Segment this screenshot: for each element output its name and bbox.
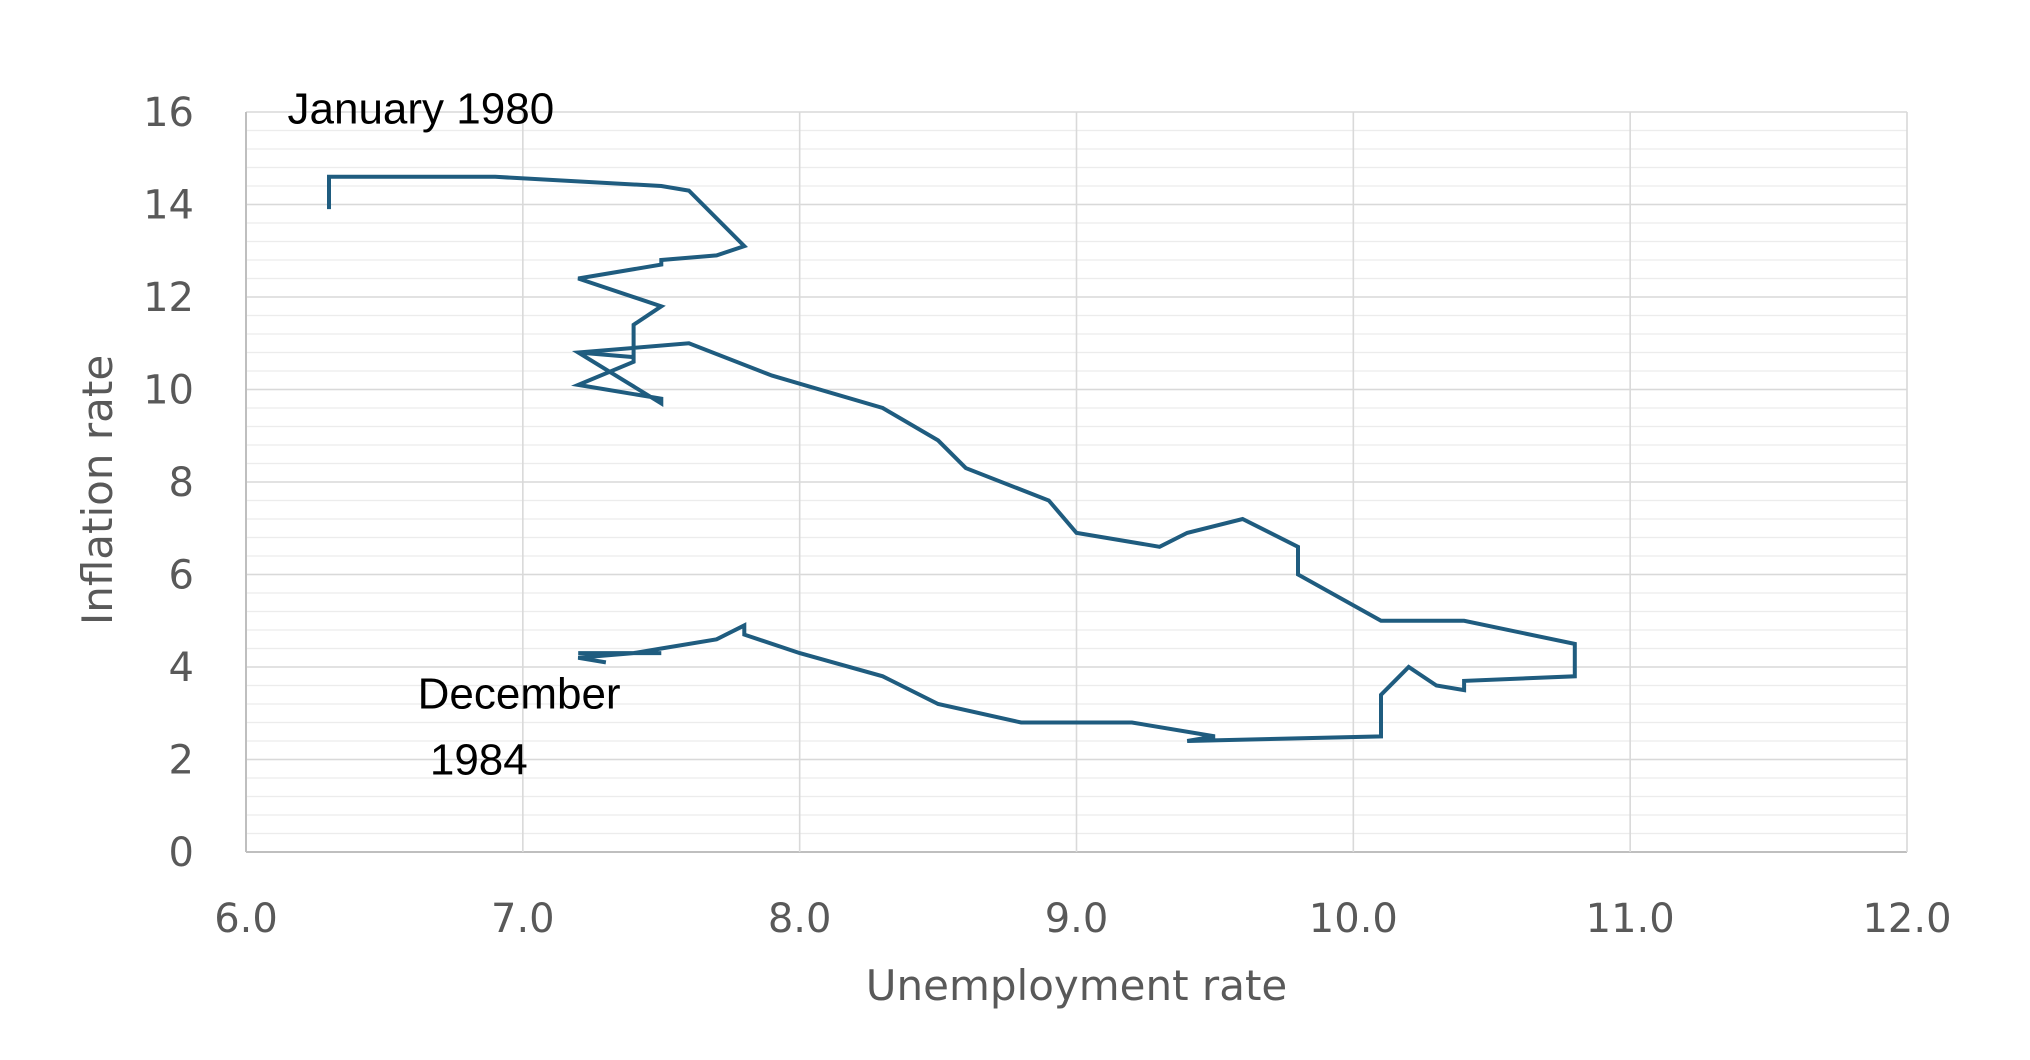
series-layer [327,174,1577,743]
annotation-line: December [418,670,621,719]
x-tick-label: 8.0 [768,896,832,942]
y-tick-label: 10 [143,368,194,414]
y-tick-label: 6 [169,553,194,599]
x-tick-label: 9.0 [1045,896,1109,942]
x-tick-label: 6.0 [214,896,278,942]
x-tick-label: 11.0 [1586,896,1675,942]
x-tick-label: 10.0 [1309,896,1398,942]
x-tick-label: 7.0 [491,896,555,942]
annotation-line: 1984 [418,736,528,785]
x-axis-tick-labels: 6.0 7.0 8.0 9.0 10.0 11.0 12.0 [214,896,1951,942]
annotation-end: December 1984 [418,670,621,785]
x-axis-title: Unemployment rate [866,961,1288,1010]
annotation-layer: January 1980 December 1984 [288,85,621,785]
y-tick-label: 12 [143,275,194,321]
y-axis-title: Inflation rate [73,355,122,625]
y-tick-label: 8 [169,460,194,506]
x-tick-label: 12.0 [1862,896,1951,942]
y-tick-label: 2 [169,738,194,784]
y-tick-label: 0 [169,830,194,876]
annotation-line: January 1980 [288,85,555,134]
y-axis-tick-labels: 0 2 4 6 8 10 12 14 16 [143,90,194,876]
annotation-start: January 1980 [288,85,555,134]
y-tick-label: 16 [143,90,194,136]
series-line [327,174,1577,743]
y-tick-label: 14 [143,183,194,229]
major-gridlines [245,111,1908,853]
y-tick-label: 4 [169,645,194,691]
